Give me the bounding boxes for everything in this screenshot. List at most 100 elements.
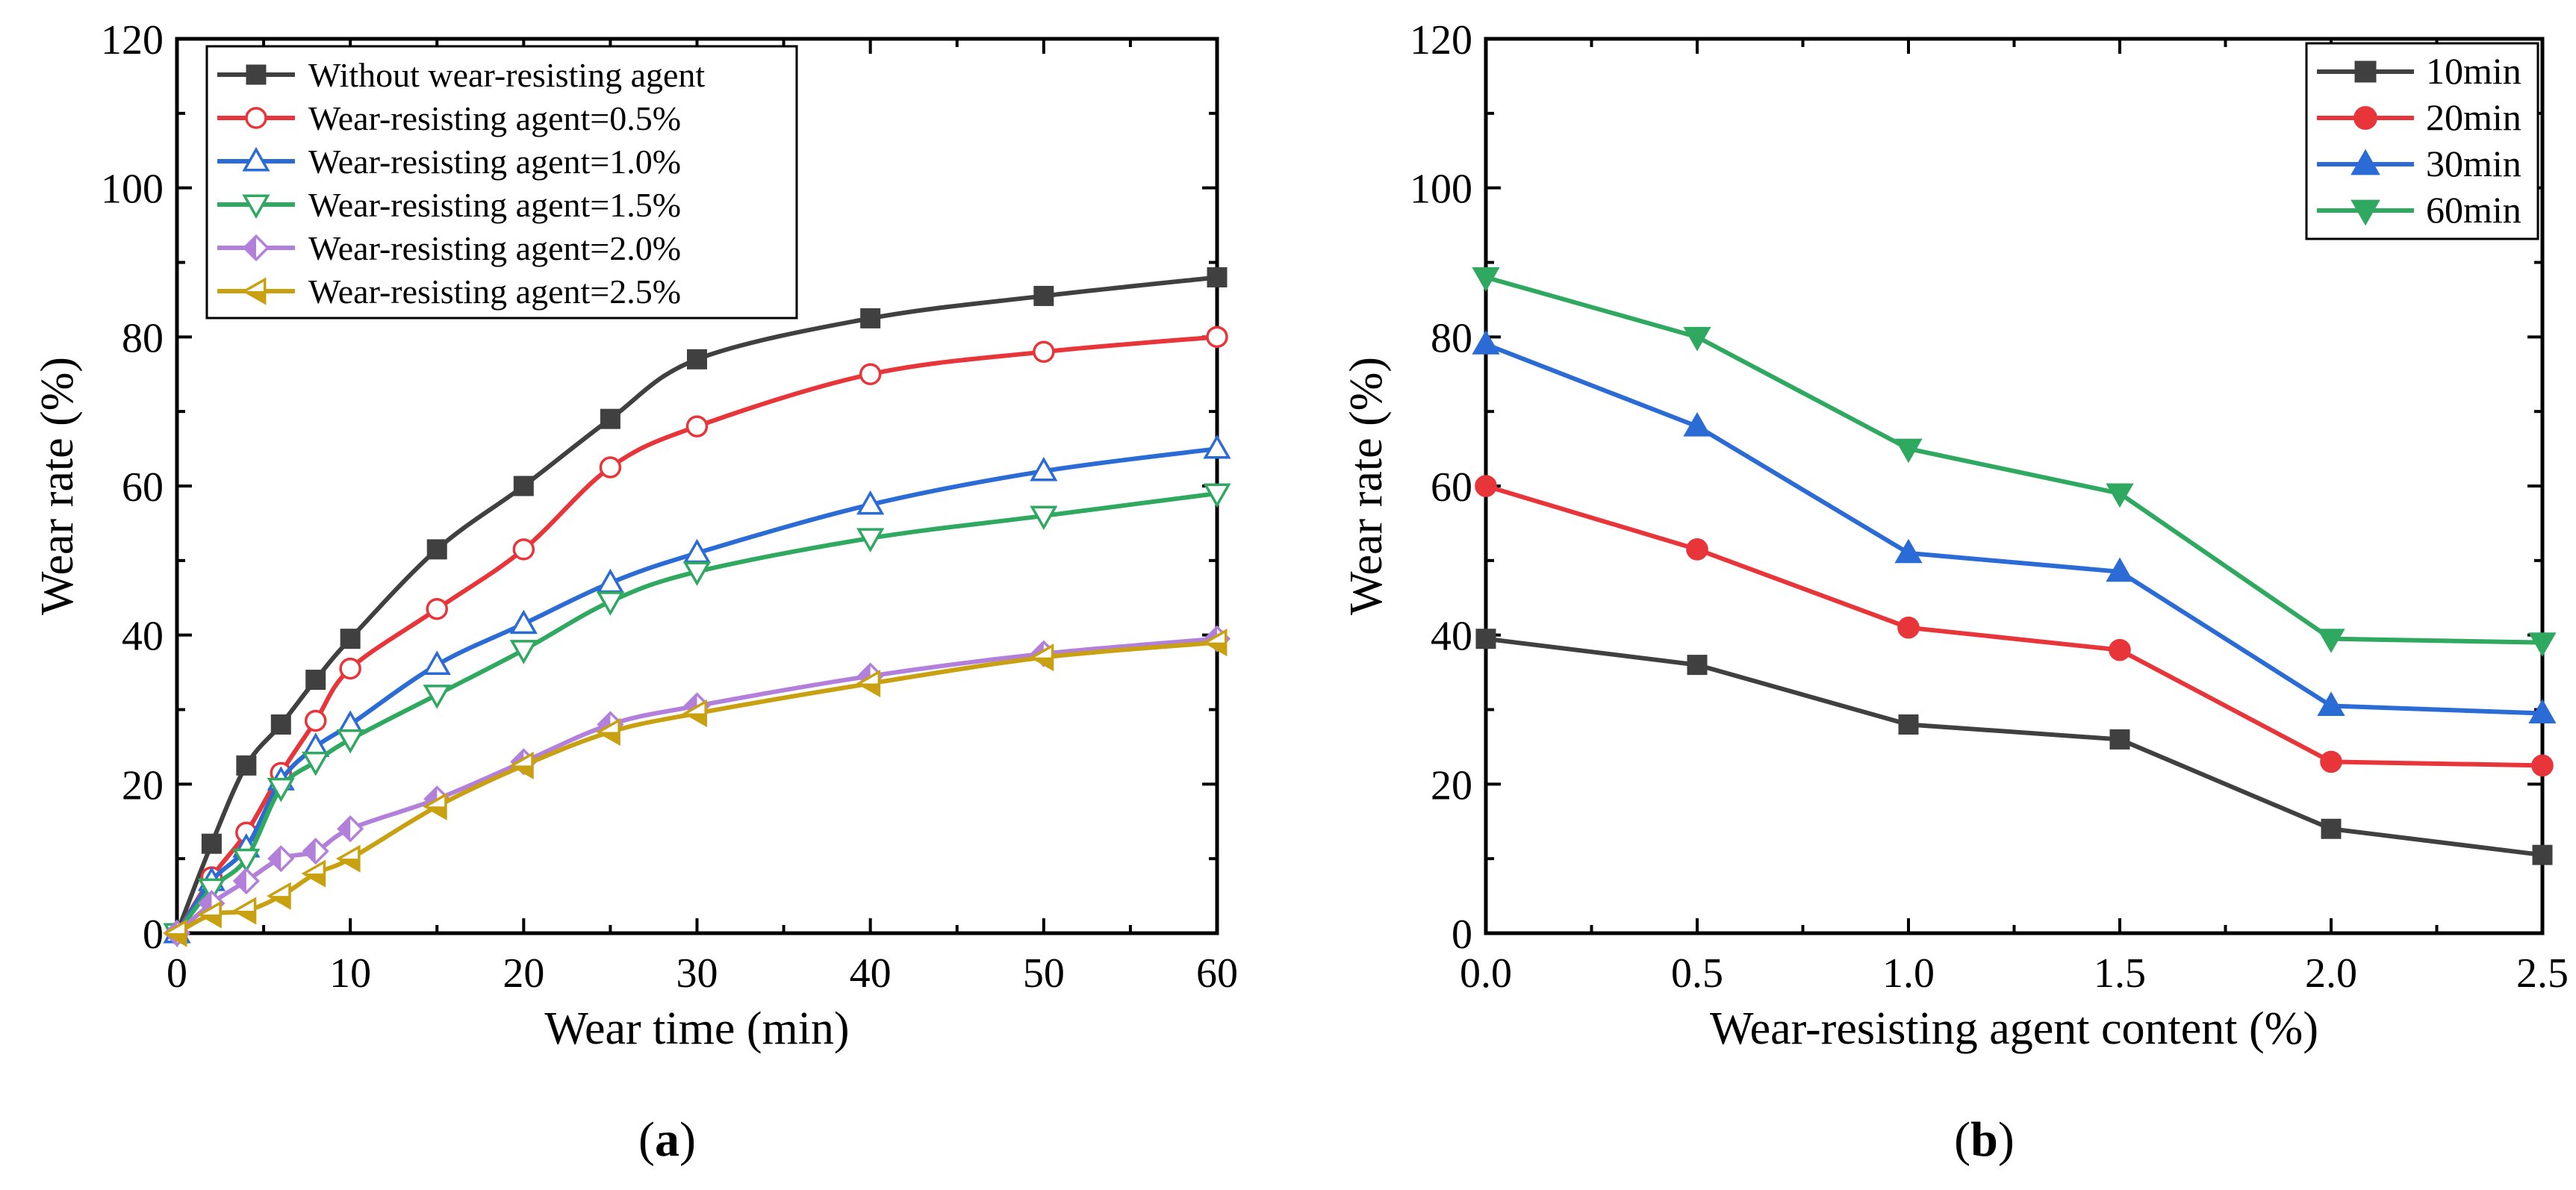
x-tick-label: 30 (676, 950, 718, 997)
y-tick-label: 60 (122, 464, 164, 511)
data-point (1475, 629, 1496, 649)
data-point-fill (1205, 642, 1226, 655)
data-point (859, 363, 882, 385)
data-point (1897, 616, 1920, 639)
series-line (1485, 636, 2543, 858)
data-point-fill (304, 873, 325, 885)
panel-label-open: ( (1954, 1112, 1970, 1167)
data-point-fill (511, 765, 533, 777)
data-point (2317, 691, 2345, 716)
data-point (1030, 456, 1058, 482)
data-point (232, 848, 261, 873)
series-5 (162, 629, 1228, 947)
x-tick-label: 10 (329, 950, 371, 997)
data-point (856, 490, 885, 515)
y-tick-label: 80 (122, 315, 164, 361)
data-point (1894, 438, 1923, 464)
data-point-fill (598, 732, 620, 744)
data-point-fill (859, 683, 880, 696)
data-point (2528, 632, 2557, 657)
panel-label-letter: b (1970, 1112, 1998, 1167)
legend-marker (2351, 199, 2380, 226)
x-tick-label: 1.0 (1882, 950, 1935, 997)
data-point (682, 561, 712, 586)
series-0 (167, 267, 1228, 944)
data-point (512, 538, 535, 561)
data-point (1203, 434, 1231, 459)
data-point (1898, 714, 1919, 735)
data-point (1683, 412, 1711, 437)
series-1 (1475, 475, 2554, 777)
legend-label: 30min (2426, 143, 2521, 184)
data-point (513, 476, 534, 496)
legend-marker (242, 146, 270, 172)
y-tick-label: 40 (122, 614, 164, 660)
data-point-fill (269, 896, 290, 908)
data-point (1033, 340, 1055, 364)
legend-label: Wear-resisting agent=0.5% (308, 99, 681, 137)
y-tick-label: 100 (101, 166, 164, 213)
data-point-fill (425, 806, 446, 818)
legend: Without wear-resisting agent Wear-resisti… (205, 45, 798, 320)
legend-marker (245, 107, 267, 129)
series-line (1485, 275, 2543, 645)
y-tick-label: 20 (1431, 762, 1472, 809)
x-axis-label: Wear-resisting agent content (%) (1710, 1003, 2318, 1054)
panel-a: 0 10 20 30 40 50 60 0 20 40 60 80 100 120 Wear time (m… (32, 17, 1238, 1167)
data-point (687, 349, 707, 370)
data-point (339, 657, 361, 680)
legend-box (205, 45, 798, 320)
data-point (2528, 699, 2557, 723)
panel-label-close: ) (1998, 1112, 2015, 1167)
data-point (599, 456, 622, 479)
legend-label: 20min (2426, 96, 2521, 138)
data-point-fill (1032, 657, 1053, 670)
data-point (336, 729, 364, 754)
series-line (1484, 342, 2543, 716)
x-axis-label: Wear time (min) (544, 1003, 849, 1054)
y-tick-label: 100 (1410, 166, 1472, 213)
data-point (426, 597, 448, 620)
x-tick-label: 40 (850, 950, 892, 997)
data-point (270, 714, 291, 735)
data-point (1030, 505, 1058, 531)
y-tick-label: 40 (1431, 614, 1472, 660)
y-tick-label: 0 (1452, 912, 1472, 958)
data-point-fill (685, 713, 706, 726)
legend-marker (2353, 106, 2377, 130)
data-point (1472, 267, 1500, 292)
series-0 (1475, 629, 2553, 865)
y-axis-label: Wear rate (%) (32, 357, 83, 615)
panel-label: (a) (638, 1112, 696, 1167)
data-point (2109, 638, 2131, 661)
data-point-fill (234, 869, 246, 893)
y-tick-label: 60 (1431, 464, 1472, 511)
data-point (2317, 629, 2345, 653)
x-tick-label: 2.5 (2516, 950, 2569, 997)
data-point (1686, 538, 1708, 561)
data-point-fill (199, 915, 221, 926)
panel-label-close: ) (679, 1112, 696, 1167)
data-point (201, 833, 222, 854)
data-point (1472, 330, 1500, 355)
legend-marker-fill (244, 236, 256, 260)
x-tick-label: 0.0 (1460, 950, 1512, 997)
panel-label-letter: a (655, 1112, 679, 1167)
data-point (1683, 326, 1711, 352)
data-point (1203, 483, 1231, 508)
x-tick-label: 0.5 (1671, 950, 1723, 997)
x-tick-label: 1.5 (2094, 950, 2146, 997)
data-point (1207, 267, 1228, 287)
data-point (2106, 483, 2134, 508)
data-point (1033, 285, 1054, 306)
y-tick-label: 0 (143, 912, 164, 958)
series-line (175, 275, 1218, 935)
data-point-fill (269, 847, 281, 870)
data-point (856, 528, 885, 553)
data-point (267, 777, 295, 803)
y-tick-label: 120 (101, 17, 164, 63)
data-point-fill (234, 911, 255, 923)
series-3 (1472, 267, 2557, 657)
